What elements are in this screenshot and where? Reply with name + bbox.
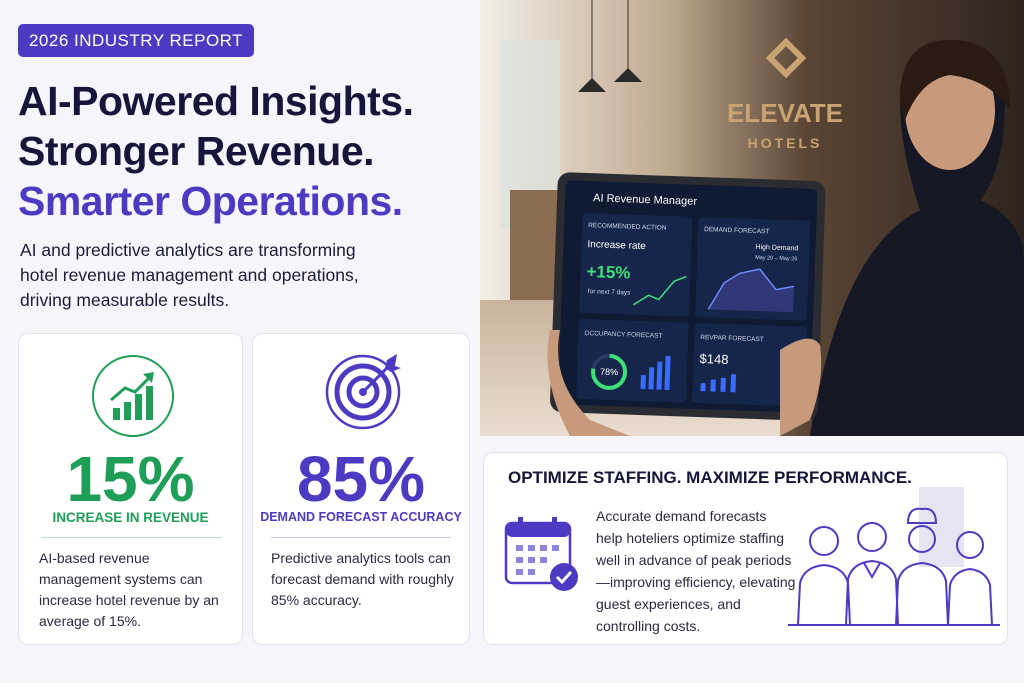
rec-value: +15% bbox=[586, 262, 631, 283]
revpar-value: $148 bbox=[699, 351, 728, 367]
demand-label: DEMAND FORECAST bbox=[704, 226, 770, 235]
stat-value: 85% bbox=[296, 443, 426, 515]
stat-label: INCREASE IN REVENUE bbox=[52, 510, 209, 525]
intro-text: AI and predictive analytics are transfor… bbox=[20, 240, 359, 310]
report-badge: 2026 INDUSTRY REPORT bbox=[18, 24, 254, 57]
occupancy-label: OCCUPANCY FORECAST bbox=[584, 330, 662, 340]
stat-card: 85% DEMAND FORECAST ACCURACY Predictive … bbox=[252, 333, 470, 645]
calendar-icon bbox=[504, 517, 578, 591]
staffing-title: OPTIMIZE STAFFING. MAXIMIZE PERFORMANCE. bbox=[508, 468, 912, 487]
demand-note: High Demand bbox=[755, 244, 798, 252]
staffing-text: Accurate demand forecasts help hoteliers… bbox=[596, 508, 796, 634]
target-icon bbox=[325, 354, 401, 430]
occupancy-value: 78% bbox=[600, 367, 618, 378]
rec-label: RECOMMENDED ACTION bbox=[588, 222, 667, 232]
rec-period: for next 7 days bbox=[588, 288, 632, 297]
stat-label: DEMAND FORECAST ACCURACY bbox=[260, 510, 462, 524]
growth-icon bbox=[92, 355, 174, 437]
staffing-card: OPTIMIZE STAFFING. MAXIMIZE PERFORMANCE.… bbox=[483, 452, 1008, 645]
headline-line: Stronger Revenue. bbox=[18, 128, 375, 174]
staff-illustration bbox=[788, 487, 1000, 626]
brand: ELEVATE bbox=[727, 98, 843, 128]
headline-line: AI-Powered Insights. bbox=[18, 78, 414, 124]
hotel-photo: ELEVATE HOTELS AI Revenue Manager RECOMM… bbox=[480, 0, 1024, 436]
headline-line: Smarter Operations. bbox=[18, 178, 403, 224]
app-title: AI Revenue Manager bbox=[593, 192, 698, 208]
rec-action: Increase rate bbox=[587, 239, 646, 252]
stat-text: Predictive analytics tools can forecast … bbox=[271, 550, 454, 608]
revpar-label: REVPAR FORECAST bbox=[700, 334, 764, 343]
stat-text: AI-based revenue management systems can … bbox=[39, 550, 219, 629]
stat-value: 15% bbox=[66, 443, 195, 515]
demand-dates: May 20 – May 26 bbox=[755, 255, 797, 262]
brand-sub: HOTELS bbox=[748, 135, 823, 151]
stat-card: 15% INCREASE IN REVENUE AI-based revenue… bbox=[18, 333, 243, 645]
